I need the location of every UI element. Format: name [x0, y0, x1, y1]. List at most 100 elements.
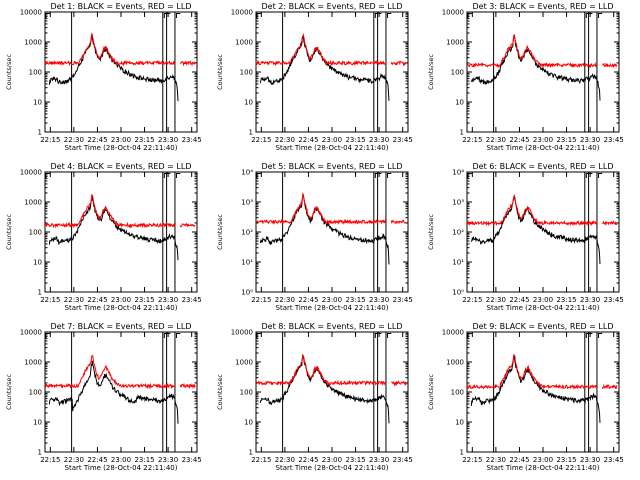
series-lld	[466, 354, 618, 390]
y-tick-label: 1	[38, 449, 42, 457]
x-tick-label: 22:30	[64, 136, 84, 144]
plot-frame	[255, 11, 409, 133]
y-tick-label: 10	[244, 419, 253, 427]
y-axis-label: Counts/sec	[216, 54, 224, 90]
x-tick-label: 23:30	[158, 136, 178, 144]
chart-title: Det 7: BLACK = Events, RED = LLD	[51, 322, 192, 331]
x-tick-label: 23:15	[345, 456, 365, 464]
x-tick-label: 23:30	[158, 296, 178, 304]
series-events	[259, 353, 390, 424]
x-tick-label: 23:30	[369, 136, 389, 144]
panel-det-2: Det 2: BLACK = Events, RED = LLD 1 10 100 10…	[216, 2, 413, 152]
panel-det-7: Det 7: BLACK = Events, RED = LLD 1 10 100 10…	[5, 322, 202, 472]
x-tick-label: 23:00	[322, 136, 342, 144]
x-tick-label: 23:30	[369, 456, 389, 464]
x-tick-label: 22:15	[40, 136, 60, 144]
interval-bracket	[256, 333, 261, 338]
x-tick-label: 23:45	[604, 456, 624, 464]
panel-det-4: Det 4: BLACK = Events, RED = LLD 1 10 100 10…	[5, 162, 202, 312]
y-axis-label: Counts/sec	[216, 374, 224, 410]
x-axis-label: Start Time (28-Oct-04 22:11:40)	[65, 464, 178, 472]
x-tick-label: 23:30	[369, 296, 389, 304]
y-axis-label: Counts/sec	[5, 214, 13, 250]
interval-bracket	[163, 173, 171, 178]
y-tick-label: 10	[244, 99, 253, 107]
x-axis-label: Start Time (28-Oct-04 22:11:40)	[65, 144, 178, 152]
x-axis-label: Start Time (28-Oct-04 22:11:40)	[65, 304, 178, 312]
y-tick-label: 10⁰	[241, 289, 253, 297]
interval-bracket	[163, 333, 171, 338]
chart-title: Det 6: BLACK = Events, RED = LLD	[473, 162, 614, 171]
interval-bracket	[585, 173, 593, 178]
panel-det-1: Det 1: BLACK = Events, RED = LLD 1 10 100 10…	[5, 2, 202, 152]
interval-bracket	[386, 13, 392, 18]
x-tick-label: 23:15	[556, 456, 576, 464]
plot-frame	[44, 11, 198, 133]
y-axis-label: Counts/sec	[5, 54, 13, 90]
series-events	[259, 35, 390, 101]
y-tick-label: 10000	[20, 329, 42, 337]
chart-title: Det 2: BLACK = Events, RED = LLD	[262, 2, 403, 11]
y-tick-label: 1	[38, 289, 42, 297]
chart-title: Det 3: BLACK = Events, RED = LLD	[473, 2, 614, 11]
interval-bracket	[386, 173, 392, 178]
y-axis-label: Counts/sec	[427, 54, 435, 90]
series-events	[259, 194, 390, 265]
series-lld	[255, 353, 407, 387]
x-tick-label: 23:00	[322, 456, 342, 464]
y-tick-label: 100	[29, 229, 42, 237]
interval-bracket	[163, 13, 171, 18]
y-tick-label: 10000	[20, 9, 42, 17]
x-tick-label: 22:45	[298, 136, 318, 144]
chart-title: Det 9: BLACK = Events, RED = LLD	[473, 322, 614, 331]
plot-frame	[255, 331, 409, 453]
y-tick-label: 100	[29, 389, 42, 397]
y-tick-label: 1	[460, 129, 464, 137]
interval-bracket	[597, 13, 603, 18]
y-tick-label: 1000	[235, 39, 253, 47]
chart-title: Det 1: BLACK = Events, RED = LLD	[51, 2, 192, 11]
x-tick-label: 22:15	[462, 136, 482, 144]
y-tick-label: 1	[38, 129, 42, 137]
interval-bracket	[386, 333, 392, 338]
x-tick-label: 22:15	[251, 136, 271, 144]
interval-bracket	[597, 333, 603, 338]
x-tick-label: 23:45	[393, 456, 413, 464]
x-axis-label: Start Time (28-Oct-04 22:11:40)	[276, 464, 389, 472]
plot-frame	[255, 171, 409, 293]
x-tick-label: 23:30	[158, 456, 178, 464]
series-events	[48, 360, 179, 424]
interval-bracket	[467, 173, 472, 178]
y-tick-label: 10000	[231, 9, 253, 17]
x-tick-label: 22:15	[40, 296, 60, 304]
y-tick-label: 100	[29, 69, 42, 77]
y-tick-label: 1	[460, 449, 464, 457]
x-tick-label: 23:45	[604, 296, 624, 304]
chart-title: Det 8: BLACK = Events, RED = LLD	[262, 322, 403, 331]
y-tick-label: 10⁴	[241, 169, 253, 177]
y-tick-label: 1	[249, 129, 253, 137]
x-tick-label: 23:30	[580, 456, 600, 464]
y-tick-label: 10000	[231, 329, 253, 337]
x-tick-label: 23:00	[111, 456, 131, 464]
x-tick-label: 23:15	[556, 296, 576, 304]
x-tick-label: 23:00	[111, 136, 131, 144]
y-tick-label: 10	[33, 99, 42, 107]
y-tick-label: 10³	[241, 199, 253, 207]
y-tick-label: 10³	[452, 199, 464, 207]
interval-bracket	[585, 13, 593, 18]
series-lld	[44, 32, 196, 67]
y-tick-label: 10⁴	[452, 169, 464, 177]
interval-bracket	[45, 333, 50, 338]
series-events	[470, 355, 601, 423]
x-tick-label: 22:30	[64, 456, 84, 464]
y-axis-label: Counts/sec	[427, 374, 435, 410]
y-axis-label: Counts/sec	[427, 214, 435, 250]
series-lld	[466, 33, 618, 69]
x-tick-label: 23:00	[322, 296, 342, 304]
y-tick-label: 1000	[24, 199, 42, 207]
x-tick-label: 23:00	[533, 456, 553, 464]
x-tick-label: 23:45	[182, 456, 202, 464]
interval-bracket	[374, 333, 382, 338]
